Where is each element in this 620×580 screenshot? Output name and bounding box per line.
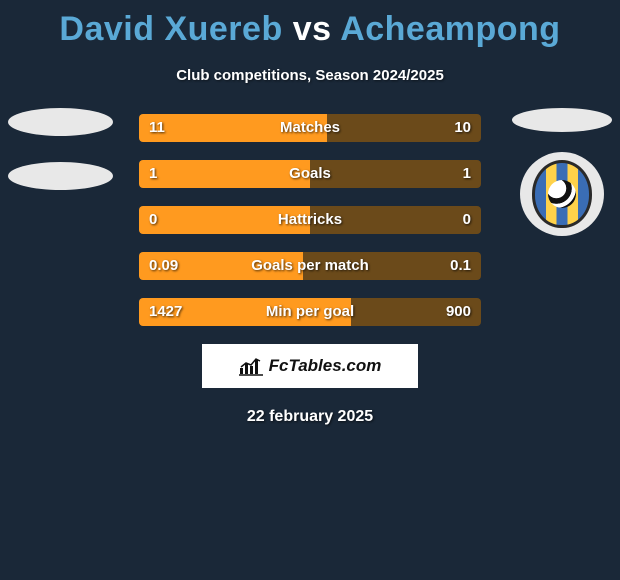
comparison-title: David Xuereb vs Acheampong — [0, 0, 620, 49]
title-vs: vs — [293, 10, 332, 48]
stat-row: 1110Matches — [139, 114, 481, 142]
branding-text: FcTables.com — [269, 356, 382, 376]
player1-name: David Xuereb — [59, 10, 282, 48]
stat-label: Min per goal — [139, 298, 481, 326]
chart-icon — [239, 355, 263, 377]
stat-label: Matches — [139, 114, 481, 142]
stat-rows: 1110Matches 11Goals 00Hattricks 0.090.1Goal… — [139, 114, 481, 326]
club-logo-placeholder — [8, 162, 113, 190]
stat-label: Goals — [139, 160, 481, 188]
stat-label: Hattricks — [139, 206, 481, 234]
stat-row: 0.090.1Goals per match — [139, 252, 481, 280]
stat-row: 1427900Min per goal — [139, 298, 481, 326]
branding-box: FcTables.com — [202, 344, 418, 388]
club-logo-placeholder — [8, 108, 113, 136]
club-crest — [520, 152, 604, 236]
player2-club-logos — [512, 108, 612, 236]
subtitle: Club competitions, Season 2024/2025 — [0, 67, 620, 84]
date-label: 22 february 2025 — [0, 408, 620, 426]
club-logo-placeholder — [512, 108, 612, 132]
stat-row: 11Goals — [139, 160, 481, 188]
stat-row: 00Hattricks — [139, 206, 481, 234]
stat-label: Goals per match — [139, 252, 481, 280]
player2-name: Acheampong — [340, 10, 560, 48]
player1-club-logos — [8, 108, 113, 216]
stats-area: 1110Matches 11Goals 00Hattricks 0.090.1Goal… — [0, 114, 620, 326]
